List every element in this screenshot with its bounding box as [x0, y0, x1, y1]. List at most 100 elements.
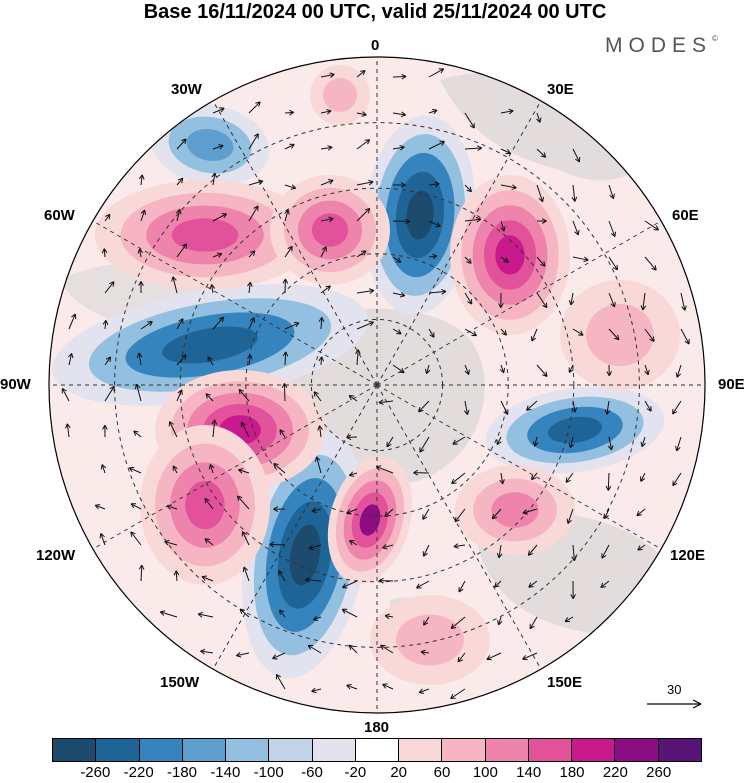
- wind-arrow: [61, 388, 70, 402]
- wind-arrowhead: [400, 182, 406, 188]
- wind-arrowhead: [236, 495, 243, 501]
- wind-arrowhead: [172, 465, 178, 471]
- anomaly-contour-band: [185, 480, 225, 530]
- wind-arrowhead: [395, 257, 402, 263]
- wind-arrowhead: [178, 318, 184, 324]
- positive-anomaly-southern-indian: [560, 280, 680, 390]
- wind-arrow: [320, 356, 323, 366]
- wind-arrow: [138, 352, 142, 366]
- wind-arrowhead: [247, 354, 253, 360]
- wind-arrow: [534, 436, 538, 447]
- wind-arrow: [464, 112, 475, 129]
- wind-arrow: [428, 220, 441, 227]
- wind-arrow: [572, 256, 589, 261]
- wind-arrowhead: [346, 434, 352, 441]
- wind-arrowhead: [368, 321, 374, 327]
- wind-arrowhead: [102, 320, 109, 326]
- wind-arrow: [276, 674, 286, 690]
- wind-arrowhead: [432, 108, 438, 115]
- wind-arrow: [500, 110, 514, 114]
- wind-arrowhead: [604, 409, 611, 415]
- colorbar-bin: [572, 739, 616, 761]
- wind-arrowhead: [99, 533, 105, 539]
- positive-anomaly-tasman: [455, 465, 575, 555]
- wind-arrow: [536, 256, 546, 267]
- colorbar-bin: [442, 739, 486, 761]
- wind-arrow: [572, 148, 580, 163]
- wind-arrowhead: [65, 423, 71, 429]
- wind-arrow: [248, 205, 259, 222]
- wind-arrow: [175, 570, 178, 582]
- wind-arrowhead: [348, 644, 355, 651]
- wind-arrow: [536, 184, 544, 202]
- colorbar-ticks: -260 -220 -180 -140 -100 -60 -20 20 60 100 140 180 2…: [52, 764, 702, 782]
- wind-arrowhead: [675, 445, 681, 452]
- meridian-line: [92, 384, 378, 550]
- wind-arrowhead: [451, 478, 457, 485]
- wind-arrowhead: [496, 552, 503, 559]
- wind-arrowhead: [293, 321, 300, 328]
- wind-arrowhead: [138, 564, 145, 570]
- wind-arrow: [176, 354, 187, 366]
- wind-arrowhead: [361, 111, 367, 117]
- wind-arrowhead: [288, 109, 295, 116]
- wind-arrow: [428, 290, 446, 294]
- positive-anomaly-south-of-nz: [370, 595, 490, 685]
- wind-arrow: [130, 531, 142, 546]
- wind-arrowhead: [341, 608, 348, 614]
- wind-arrowhead: [205, 393, 211, 399]
- wind-arrow: [498, 616, 502, 626]
- wind-arrowhead: [380, 644, 386, 650]
- anomaly-contour-band: [311, 213, 349, 247]
- wind-arrowhead: [168, 421, 174, 427]
- wind-arrow: [418, 688, 430, 694]
- wind-arrowhead: [236, 652, 242, 658]
- wind-arrow: [601, 544, 610, 559]
- wind-arrowhead: [282, 351, 289, 357]
- wind-arrowhead: [458, 586, 464, 593]
- wind-arrowhead: [239, 608, 245, 614]
- wind-arrowhead: [429, 332, 435, 338]
- wind-arrowhead: [166, 504, 172, 510]
- wind-arrowhead: [378, 399, 384, 405]
- wind-arrowhead: [583, 256, 589, 263]
- wind-arrow: [248, 101, 261, 114]
- wind-arrow: [279, 609, 286, 618]
- wind-arrowhead: [109, 281, 115, 287]
- wind-arrowhead: [211, 419, 218, 425]
- wind-arrow: [243, 566, 250, 582]
- wind-arrow: [160, 611, 178, 618]
- wind-arrow: [140, 321, 153, 330]
- wind-arrowhead: [522, 654, 528, 661]
- colorbar-tick-label: 140: [516, 764, 542, 781]
- wind-arrow: [428, 183, 440, 186]
- wind-arrowhead: [471, 331, 477, 337]
- wind-arrowhead: [672, 408, 678, 415]
- wind-arrow: [572, 328, 584, 336]
- wind-arrow: [676, 436, 682, 452]
- positive-anomaly-pacific: [140, 425, 270, 585]
- wind-arrowhead: [384, 511, 390, 518]
- wind-arrow: [426, 364, 430, 374]
- wind-arrow: [341, 608, 358, 618]
- wind-arrow: [464, 184, 472, 193]
- wind-arrow: [428, 68, 444, 78]
- modes-logo: MODES©: [605, 34, 718, 58]
- wind-arrowhead: [211, 172, 218, 178]
- wind-arrow: [133, 430, 142, 438]
- colorbar-tick-label: 260: [646, 764, 672, 781]
- wind-arrowhead: [640, 441, 646, 448]
- wind-arrow: [392, 256, 402, 263]
- wind-arrow: [140, 565, 143, 582]
- wind-arrowhead: [218, 316, 225, 323]
- wind-arrow: [197, 613, 214, 618]
- wind-arrowhead: [568, 442, 575, 449]
- wind-arrow: [104, 356, 111, 366]
- wind-arrow: [607, 472, 610, 491]
- wind-arrow: [569, 436, 574, 448]
- wind-arrowhead: [505, 149, 511, 155]
- wind-arrow: [284, 184, 296, 189]
- colorbar-tick-label: 60: [433, 764, 451, 781]
- wind-arrowhead: [571, 556, 577, 562]
- wind-arrow: [139, 248, 142, 258]
